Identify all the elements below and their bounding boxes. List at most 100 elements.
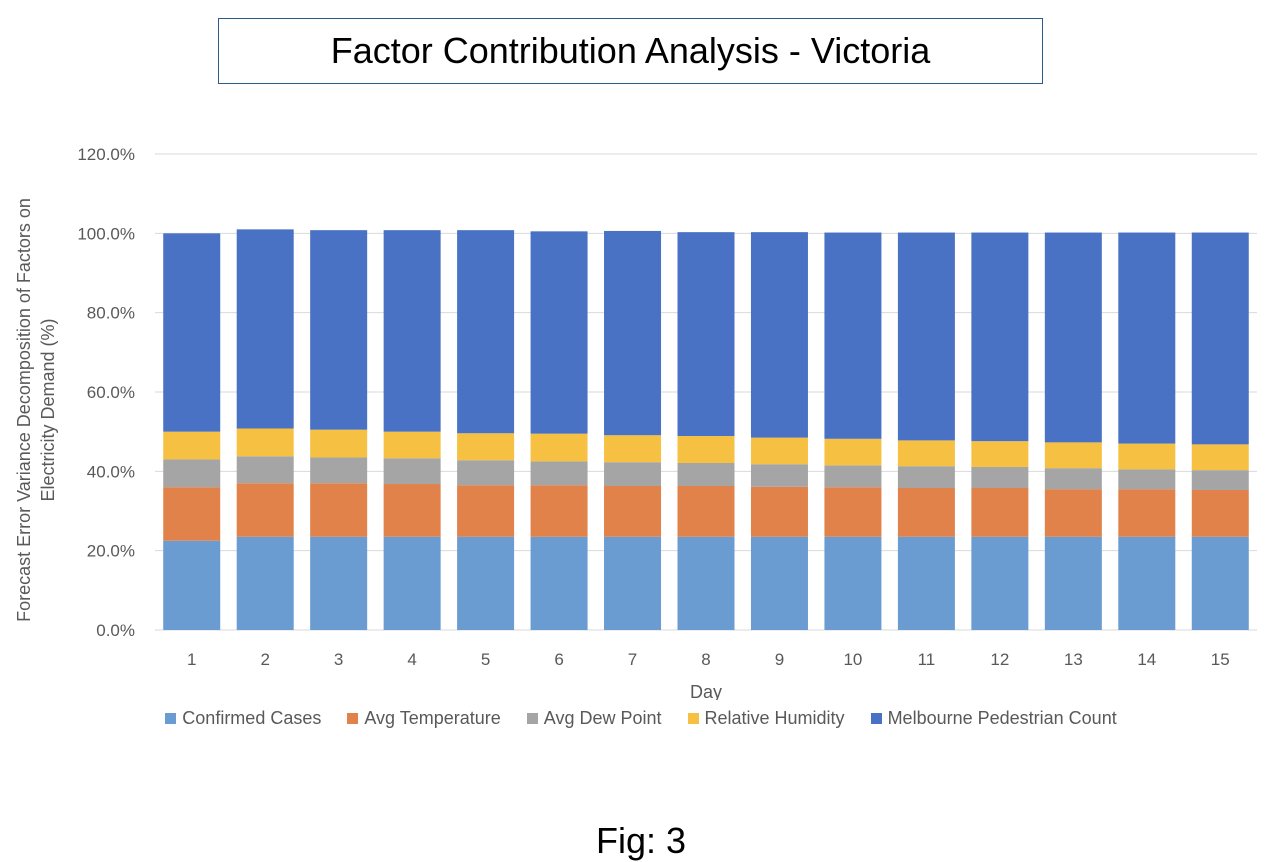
x-tick-label: 9: [775, 650, 784, 669]
bar-segment: [1044, 442, 1102, 469]
x-tick-label: 2: [260, 650, 269, 669]
bar-segment: [310, 536, 368, 630]
bar-segment: [383, 230, 441, 432]
bar-segment: [457, 460, 515, 486]
bar-segment: [750, 437, 808, 465]
x-tick-label: 3: [334, 650, 343, 669]
bar-segment: [310, 230, 368, 430]
bar-segment: [457, 536, 515, 630]
legend-label: Melbourne Pedestrian Count: [887, 708, 1117, 728]
legend-swatch: [870, 713, 882, 724]
bar-segment: [383, 458, 441, 485]
x-tick-label: 11: [918, 650, 936, 669]
bar-segment: [1118, 469, 1176, 490]
y-axis-label: Forecast Error Variance Decomposition of…: [14, 198, 58, 622]
x-tick-label: 1: [187, 650, 196, 669]
legend-item: Avg Temperature: [347, 708, 501, 729]
bar-segment: [750, 232, 808, 438]
y-tick-label: 40.0%: [87, 462, 135, 481]
x-tick-label: 12: [990, 650, 1009, 669]
bar-segment: [163, 540, 221, 630]
bar-segment: [163, 487, 221, 541]
bar-segment: [236, 428, 294, 457]
x-tick-label: 7: [628, 650, 637, 669]
y-tick-label: 100.0%: [77, 224, 135, 243]
bar-segment: [1118, 489, 1176, 537]
x-tick-label: 8: [701, 650, 710, 669]
bar-segment: [1044, 489, 1102, 537]
bar-segment: [971, 536, 1029, 630]
bar-segment: [383, 431, 441, 459]
bar-segment: [971, 466, 1029, 488]
figure-caption: Fig: 3: [595, 820, 687, 861]
bar-segment: [750, 536, 808, 630]
bar-segment: [1118, 232, 1176, 444]
bar-segment: [824, 465, 882, 488]
legend: Confirmed Cases Avg Temperature Avg Dew Po…: [0, 708, 1282, 729]
bar-segment: [383, 484, 441, 537]
bar-segment: [530, 536, 588, 630]
bar-segment: [530, 231, 588, 434]
legend-item: Confirmed Cases: [165, 708, 321, 729]
y-tick-label: 0.0%: [96, 621, 135, 640]
bars: [163, 229, 1249, 630]
bar-segment: [530, 433, 588, 462]
chart-title: Factor Contribution Analysis - Victoria: [218, 18, 1043, 84]
bar-segment: [677, 486, 735, 537]
x-tick-label: 10: [843, 650, 862, 669]
legend-swatch: [526, 713, 538, 724]
bar-segment: [604, 486, 662, 537]
bar-segment: [236, 536, 294, 630]
bar-segment: [604, 435, 662, 463]
bar-segment: [457, 433, 515, 461]
bar-segment: [163, 233, 221, 432]
bar-segment: [236, 483, 294, 537]
bar-segment: [971, 487, 1029, 537]
legend-swatch: [165, 713, 177, 724]
bar-segment: [604, 462, 662, 487]
bar-segment: [1191, 232, 1249, 445]
bar-segment: [677, 436, 735, 464]
bar-segment: [897, 466, 955, 488]
bar-segment: [1191, 470, 1249, 490]
bar-segment: [897, 440, 955, 467]
y-tick-label: 20.0%: [87, 542, 135, 561]
y-axis-label-line: Electricity Demand (%): [38, 318, 58, 501]
x-tick-label: 13: [1064, 650, 1083, 669]
bar-segment: [1118, 443, 1176, 470]
x-axis-ticks: 1 2 3 4 5 6 7 8 9 10 11 12 13 14 15: [187, 650, 1230, 669]
bar-segment: [163, 459, 221, 488]
y-tick-label: 60.0%: [87, 383, 135, 402]
bar-segment: [824, 438, 882, 466]
bar-segment: [236, 229, 294, 429]
bar-segment: [383, 536, 441, 630]
x-axis-label: Day: [690, 682, 722, 700]
legend-swatch: [347, 713, 359, 724]
bar-segment: [530, 461, 588, 486]
x-tick-label: 5: [481, 650, 490, 669]
bar-segment: [604, 536, 662, 630]
bar-segment: [1191, 444, 1249, 471]
legend-swatch: [687, 713, 699, 724]
legend-item: Melbourne Pedestrian Count: [870, 708, 1117, 729]
bar-segment: [897, 487, 955, 537]
bar-segment: [971, 441, 1029, 467]
legend-item: Relative Humidity: [687, 708, 845, 729]
bar-segment: [824, 232, 882, 439]
bar-segment: [750, 486, 808, 537]
bar-segment: [677, 463, 735, 487]
x-tick-label: 6: [554, 650, 563, 669]
y-tick-label: 120.0%: [77, 145, 135, 164]
bar-segment: [236, 456, 294, 484]
bar-segment: [457, 485, 515, 537]
legend-label: Avg Dew Point: [543, 708, 662, 728]
bar-segment: [530, 485, 588, 537]
legend-label: Relative Humidity: [704, 708, 845, 728]
x-tick-label: 14: [1137, 650, 1156, 669]
bar-segment: [897, 232, 955, 441]
bar-segment: [310, 483, 368, 537]
bar-segment: [1191, 489, 1249, 537]
bar-segment: [457, 230, 515, 434]
bar-segment: [750, 464, 808, 487]
